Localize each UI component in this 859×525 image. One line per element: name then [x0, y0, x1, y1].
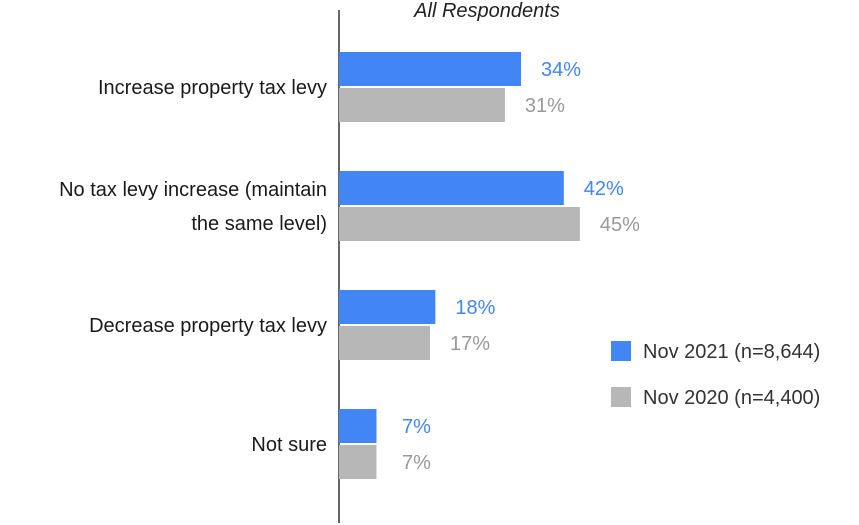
legend: Nov 2021 (n=8,644) Nov 2020 (n=4,400): [611, 341, 820, 409]
value-label-series1-cat2: 42%: [584, 178, 624, 200]
value-label-series1-cat4: 7%: [402, 416, 431, 438]
category-labels: Increase property tax levy No tax levy in…: [59, 77, 327, 456]
legend-label-series2: Nov 2020 (n=4,400): [643, 387, 820, 409]
value-label-series2-cat1: 31%: [525, 95, 565, 117]
bar-series2-cat1: [339, 88, 505, 122]
value-label-series2-cat2: 45%: [600, 214, 640, 236]
bar-series2-cat4: [339, 445, 377, 479]
legend-label-series1: Nov 2021 (n=8,644): [643, 341, 820, 363]
bar-series1-cat3: [339, 290, 436, 324]
category-label: the same level): [191, 213, 327, 235]
value-label-series2-cat4: 7%: [402, 452, 431, 474]
legend-swatch-series2: [611, 387, 631, 407]
value-label-series1-cat1: 34%: [541, 59, 581, 81]
category-label: Increase property tax levy: [98, 77, 327, 99]
bar-series2-cat2: [339, 207, 580, 241]
category-label: Decrease property tax levy: [89, 315, 327, 337]
value-label-series1-cat3: 18%: [455, 297, 495, 319]
bars-group: 34% 31% 42% 45% 18% 17% 7% 7%: [339, 52, 640, 479]
value-label-series2-cat3: 17%: [450, 333, 490, 355]
bar-series1-cat1: [339, 52, 521, 86]
category-label: Not sure: [251, 434, 327, 456]
bar-series2-cat3: [339, 326, 430, 360]
chart-subtitle: All Respondents: [413, 0, 560, 22]
category-label: No tax levy increase (maintain: [59, 179, 327, 201]
bar-series1-cat2: [339, 171, 564, 205]
bar-series1-cat4: [339, 409, 377, 443]
legend-swatch-series1: [611, 341, 631, 361]
